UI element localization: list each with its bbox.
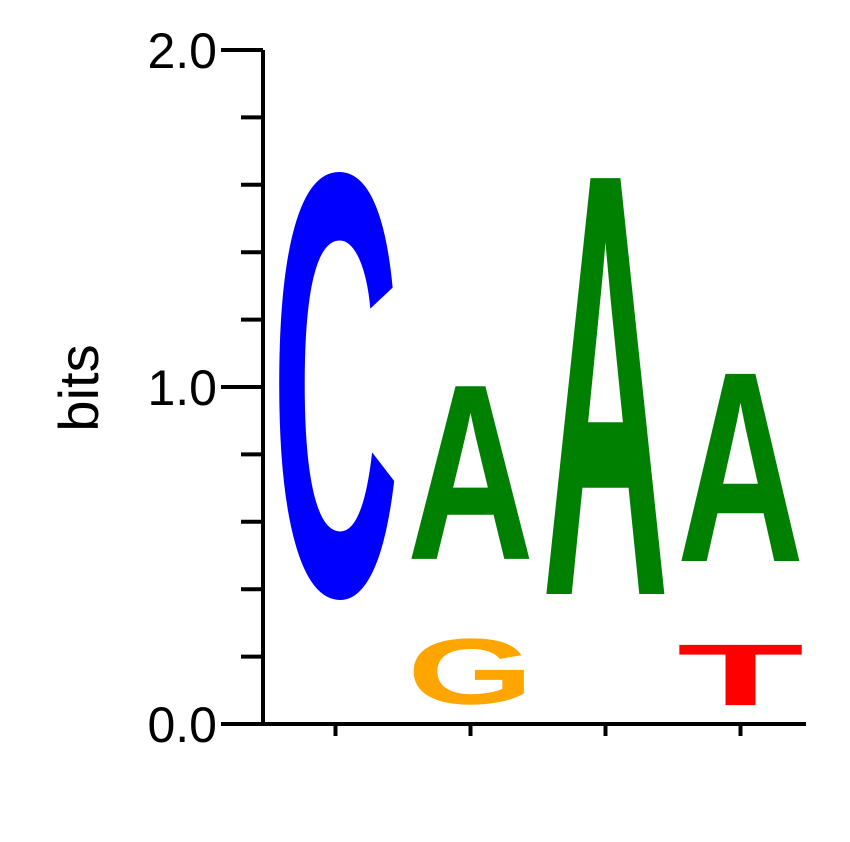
- letter-stacks: C GA A TA: [272, 48, 804, 724]
- x-axis: [263, 722, 806, 736]
- y-axis-title: bits: [47, 344, 110, 431]
- logo-letter-a: A: [677, 315, 804, 619]
- y-tick-label: 0.0: [147, 697, 217, 753]
- y-axis: 0.0 1.0 2.0: [147, 23, 265, 753]
- logo-letter-a: A: [407, 332, 534, 612]
- logo-letter-g: G: [407, 620, 534, 724]
- logo-letter-c: C: [272, 48, 399, 723]
- y-tick-label: 2.0: [147, 23, 217, 79]
- logo-letter-a: A: [542, 48, 669, 723]
- logo-letter-t: T: [677, 626, 804, 724]
- y-tick-label: 1.0: [147, 360, 217, 416]
